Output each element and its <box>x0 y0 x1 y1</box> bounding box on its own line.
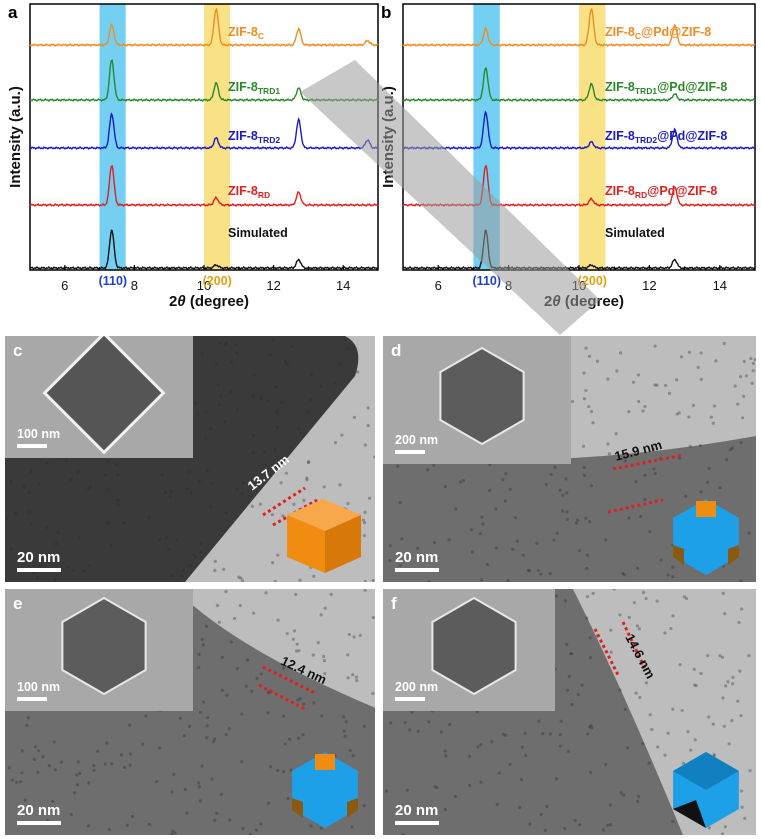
series-label: ZIF-8TRD2@Pd@ZIF-8 <box>605 129 727 145</box>
cube-model-left <box>287 515 325 573</box>
scale-bar-label: 20 nm <box>395 802 438 819</box>
xrd-trace <box>402 7 756 48</box>
inset-particle <box>42 336 166 455</box>
rd-model <box>292 752 358 828</box>
thickness-marker <box>258 683 306 711</box>
thickness-marker <box>593 628 621 678</box>
inset-scale-label: 100 nm <box>17 680 60 694</box>
inset-scale-label: 200 nm <box>395 433 438 447</box>
x-tick-label: 6 <box>435 278 442 293</box>
x-tick-label: 8 <box>131 278 138 293</box>
truncated-facet <box>292 798 303 818</box>
inset-scale-bar <box>17 444 47 448</box>
truncated-facet <box>696 501 716 517</box>
xrd-trace <box>29 7 379 48</box>
inset-scale-bar <box>395 450 425 454</box>
x-tick-label: 6 <box>61 278 68 293</box>
xrd-trace <box>29 164 379 208</box>
series-label: Simulated <box>605 226 665 240</box>
scale-bar <box>17 568 61 572</box>
mof-shell-region <box>383 436 756 582</box>
xrd-trace <box>402 110 756 151</box>
thickness-marker <box>262 486 306 517</box>
truncated-facet <box>315 754 335 770</box>
series-label: ZIF-8C <box>228 25 264 41</box>
series-label: Simulated <box>228 226 288 240</box>
x-tick-label: 14 <box>336 278 350 293</box>
panel-letter: c <box>13 341 22 360</box>
band-110 <box>99 4 126 270</box>
scale-bar-label: 20 nm <box>17 802 60 819</box>
thickness-marker <box>262 665 316 695</box>
inset-scale-bar <box>17 697 47 701</box>
xrd-trace <box>402 67 756 103</box>
series-label: ZIF-8TRD1 <box>228 80 280 96</box>
panel-letter: d <box>391 341 401 360</box>
thickness-marker <box>621 621 647 670</box>
xrd-trace <box>29 112 379 151</box>
band-110-label: (110) <box>473 274 502 288</box>
truncated-facet <box>673 545 684 565</box>
truncated-facet <box>728 545 739 565</box>
rd-top-face <box>673 752 739 790</box>
band-200-label: (200) <box>203 274 232 288</box>
panel-letter: a <box>8 3 18 22</box>
inset-scale-bar <box>395 697 425 701</box>
xrd-panel-a: ZIF-8C ZIF-8TRD1 ZIF-8TRD2 ZIF-8RD Simulated… <box>7 3 379 310</box>
y-axis-label: Intensity (a.u.) <box>7 86 24 188</box>
band-200 <box>579 4 606 270</box>
series-label: ZIF-8TRD2 <box>228 129 280 145</box>
x-tick-label: 12 <box>642 278 656 293</box>
x-tick-label: 12 <box>266 278 280 293</box>
panel-letter: b <box>381 3 391 22</box>
scale-bar <box>395 568 439 572</box>
x-tick-label: 14 <box>713 278 727 293</box>
band-110-label: (110) <box>99 274 128 288</box>
scale-bar <box>17 821 61 825</box>
scale-bar-label: 20 nm <box>395 549 438 566</box>
band-200-label: (200) <box>578 274 607 288</box>
scale-bar <box>395 821 439 825</box>
watermark <box>300 60 600 335</box>
xrd-figure: ZIF-8C ZIF-8TRD1 ZIF-8TRD2 ZIF-8RD Simulated… <box>7 3 756 335</box>
x-tick-label: 10 <box>197 278 211 293</box>
panel-letter: f <box>391 594 397 613</box>
series-label: ZIF-8C@Pd@ZIF-8 <box>605 25 711 41</box>
x-axis-label: 2θ (degree) <box>169 293 249 310</box>
band-200 <box>204 4 231 270</box>
inset-particle <box>61 596 147 696</box>
inset-scale-label: 100 nm <box>17 427 60 441</box>
panel-letter: e <box>13 594 22 613</box>
truncated-facet <box>347 798 358 818</box>
scale-bar-label: 20 nm <box>17 549 60 566</box>
series-label: ZIF-8RD@Pd@ZIF-8 <box>605 184 717 200</box>
cube-model-top <box>287 499 361 531</box>
inset-scale-label: 200 nm <box>395 680 438 694</box>
inset-particle <box>431 596 517 696</box>
rd-shadow-face <box>673 800 706 828</box>
series-label: ZIF-8TRD1@Pd@ZIF-8 <box>605 80 727 96</box>
series-label: ZIF-8RD <box>228 184 270 200</box>
inset-particle <box>439 346 525 446</box>
rd-model <box>673 499 739 575</box>
cube-model-right <box>325 515 361 573</box>
